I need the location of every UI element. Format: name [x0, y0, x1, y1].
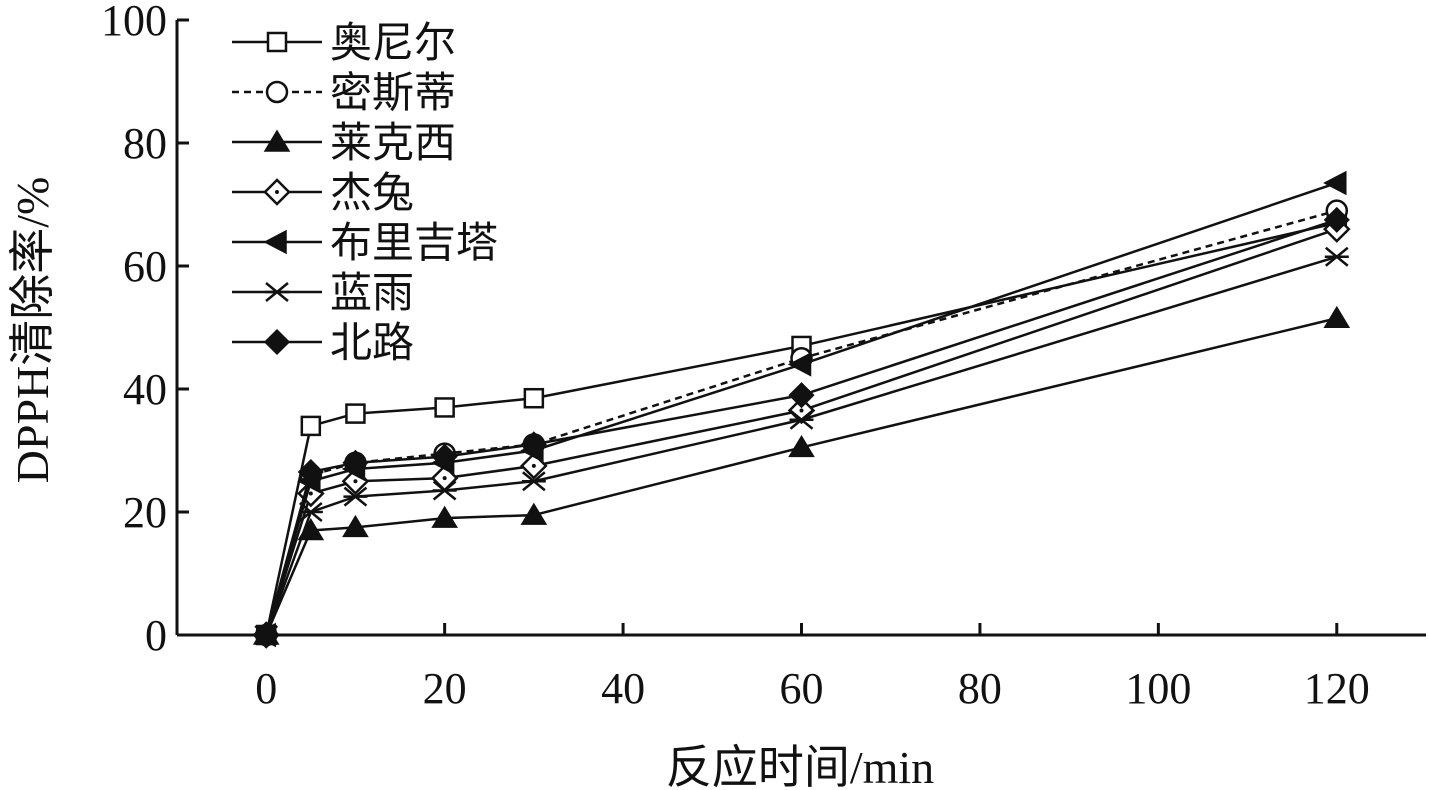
y-tick-label: 40	[123, 365, 167, 414]
legend-item: 蓝雨	[232, 271, 414, 317]
data-point	[787, 396, 816, 425]
legend-label: 蓝雨	[330, 271, 414, 317]
y-tick-label: 20	[123, 488, 167, 537]
data-point	[787, 352, 812, 377]
y-tick-label: 100	[101, 0, 167, 45]
x-axis-label: 反应时间/min	[666, 742, 934, 790]
legend-marker	[263, 229, 287, 255]
legend-item: 密斯蒂	[232, 70, 456, 117]
data-point	[1323, 170, 1347, 196]
series-layer	[252, 170, 1351, 649]
x-tick-label: 40	[601, 664, 645, 713]
data-point	[520, 502, 548, 525]
series-3	[252, 305, 1351, 645]
legend-label: 杰兔	[330, 171, 414, 217]
series-4	[252, 215, 1351, 649]
data-point	[523, 387, 545, 409]
data-point	[343, 486, 368, 507]
data-point	[253, 621, 280, 649]
data-point	[1323, 305, 1351, 329]
x-tick-label: 0	[255, 664, 277, 713]
data-point	[1324, 246, 1349, 267]
legend-marker	[265, 282, 289, 302]
legend-marker	[263, 129, 291, 152]
x-tick-label: 20	[423, 664, 467, 713]
x-tick-label: 100	[1125, 664, 1191, 713]
legend-item: 奥尼尔	[232, 21, 456, 67]
legend-label: 布里吉塔	[330, 221, 498, 267]
y-tick-label: 0	[145, 611, 167, 660]
data-point	[788, 434, 815, 458]
legend-label: 奥尼尔	[330, 21, 456, 67]
legend-item: 北路	[232, 321, 414, 367]
legend-label: 莱克西	[330, 121, 456, 167]
data-point	[432, 480, 457, 501]
series-1	[255, 212, 1348, 646]
x-tick-label: 120	[1304, 664, 1370, 713]
data-point	[345, 403, 366, 424]
series-6	[254, 246, 1349, 645]
data-point	[788, 382, 815, 409]
legend-label: 密斯蒂	[330, 70, 456, 117]
data-point	[521, 471, 546, 492]
legend-marker	[263, 178, 291, 206]
y-axis-label: DPPH清除率/%	[7, 177, 58, 484]
series-line	[265, 218, 1338, 636]
data-point	[342, 449, 369, 476]
x-tick-label: 60	[780, 664, 824, 713]
legend-marker	[266, 31, 288, 53]
data-point	[431, 505, 458, 528]
legend-marker	[263, 328, 291, 356]
data-point	[434, 397, 455, 418]
series-line	[265, 227, 1338, 636]
legend-item: 布里吉塔	[232, 221, 498, 267]
data-point	[431, 443, 458, 470]
legend-item: 莱克西	[232, 121, 456, 167]
data-point	[342, 514, 369, 538]
data-point	[1323, 206, 1350, 233]
ticks: 0 20 40 60 80 100 0 20 40 60 80 100 120	[101, 0, 1370, 713]
y-tick-label: 60	[123, 242, 167, 291]
data-point	[520, 431, 547, 458]
series-7	[253, 206, 1350, 649]
data-point	[789, 409, 814, 430]
data-point	[297, 458, 324, 486]
legend-item: 杰兔	[232, 171, 414, 217]
data-point	[298, 502, 323, 522]
legend-marker	[265, 80, 289, 104]
y-tick-label: 80	[123, 119, 167, 168]
legend-label: 北路	[330, 321, 414, 367]
x-tick-label: 80	[958, 664, 1002, 713]
data-point	[300, 415, 322, 437]
